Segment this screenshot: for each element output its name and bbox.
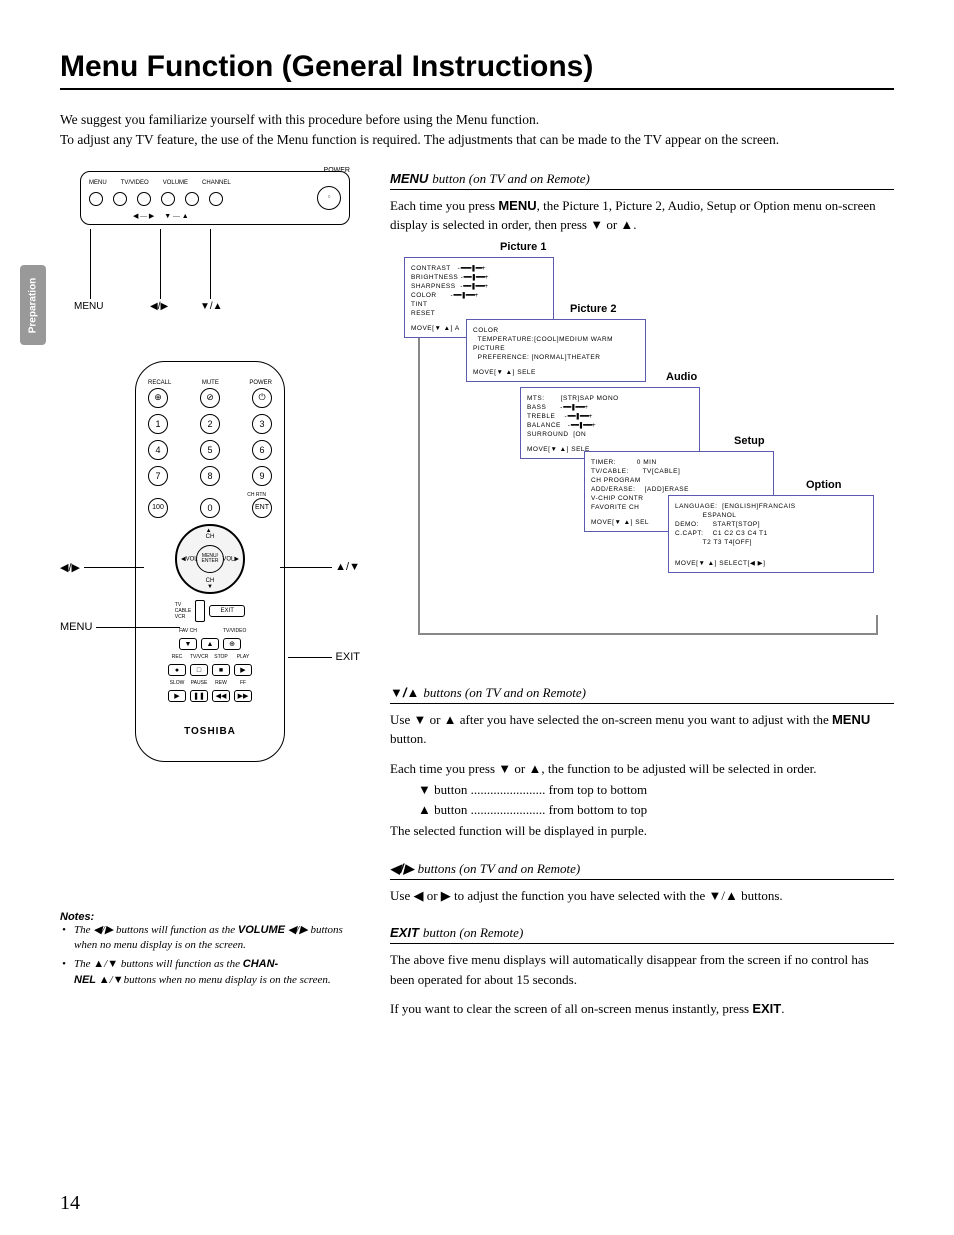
picture2-title: Picture 2 bbox=[570, 303, 616, 315]
tv-ch-down[interactable] bbox=[185, 192, 199, 206]
brand-label: TOSHIBA bbox=[148, 726, 272, 737]
ud-p1: Use ▼ or ▲ after you have selected the o… bbox=[390, 710, 894, 749]
picture1-title: Picture 1 bbox=[500, 241, 546, 253]
option-menu: LANGUAGE: [ENGLISH]FRANCAIS ESPANOL DEMO… bbox=[668, 495, 874, 574]
ud-p2: Each time you press ▼ or ▲, the function… bbox=[390, 759, 894, 779]
remote-diagram: ◀/▶ MENU ▲/▼ EXIT RECALLMUTEPOWER ⊕ ⊘ ⏻ … bbox=[60, 361, 360, 901]
audio-menu: MTS: [STR]SAP MONO BASS -▪▪▪▪▪▪❚▪▪▪▪▪▪▪+… bbox=[520, 387, 700, 460]
favch-up[interactable]: ▲ bbox=[201, 638, 219, 650]
menu-cascade: Picture 1 CONTRAST -▪▪▪▪▪▪▪▪❚▪▪▪▪▪+ BRIG… bbox=[390, 245, 894, 665]
lr-p: Use ◀ or ▶ to adjust the function you ha… bbox=[390, 886, 894, 906]
callout-menu-remote: MENU bbox=[60, 621, 92, 633]
tv-vol-down[interactable] bbox=[137, 192, 151, 206]
key-7[interactable]: 7 bbox=[148, 466, 168, 486]
page-title: Menu Function (General Instructions) bbox=[60, 50, 894, 90]
callout-ud-remote: ▲/▼ bbox=[335, 561, 360, 573]
picture2-menu: COLOR TEMPERATURE:[COOL]MEDIUM WARM PICT… bbox=[466, 319, 646, 382]
exit-button[interactable]: EXIT bbox=[209, 605, 245, 617]
setup-title: Setup bbox=[734, 435, 765, 447]
key-4[interactable]: 4 bbox=[148, 440, 168, 460]
key-2[interactable]: 2 bbox=[200, 414, 220, 434]
exit-p2: If you want to clear the screen of all o… bbox=[390, 999, 894, 1019]
key-8[interactable]: 8 bbox=[200, 466, 220, 486]
rew-button[interactable]: ◀◀ bbox=[212, 690, 230, 702]
option-title: Option bbox=[806, 479, 841, 491]
tvvideo-button[interactable]: ⊕ bbox=[223, 638, 241, 650]
key-1[interactable]: 1 bbox=[148, 414, 168, 434]
notes-list: The ◀/▶ buttons will function as the VOL… bbox=[60, 923, 360, 989]
tv-panel-diagram: POWER MENUTV/VIDEOVOLUMECHANNEL bbox=[60, 171, 360, 321]
ud-li2: ▲ button ....................... from bo… bbox=[418, 800, 894, 820]
nav-ring[interactable]: MENU/ ENTER ▲CH CH▼ ◀VOL VOL▶ bbox=[175, 524, 245, 594]
rec-button[interactable]: ● bbox=[168, 664, 186, 676]
audio-title: Audio bbox=[666, 371, 697, 383]
tv-menu-button[interactable] bbox=[89, 192, 103, 206]
note-2: The ▲/▼ buttons will function as the CHA… bbox=[74, 957, 360, 988]
pause-button[interactable]: ❚❚ bbox=[190, 690, 208, 702]
switch-vcr: VCR bbox=[175, 614, 191, 620]
page-number: 14 bbox=[60, 1192, 80, 1215]
slow-button[interactable]: ▶ bbox=[168, 690, 186, 702]
ud-li1: ▼ button ....................... from to… bbox=[418, 780, 894, 800]
tv-tvvideo-button[interactable] bbox=[113, 192, 127, 206]
power-button[interactable]: ⏻ bbox=[252, 388, 272, 408]
intro-text: We suggest you familiarize yourself with… bbox=[60, 110, 894, 151]
menu-section-body: Each time you press MENU, the Picture 1,… bbox=[390, 196, 894, 235]
tv-vol-up[interactable] bbox=[161, 192, 175, 206]
remote-body: RECALLMUTEPOWER ⊕ ⊘ ⏻ 123 456 789 CH RTN… bbox=[135, 361, 285, 762]
play-button[interactable]: ▶ bbox=[234, 664, 252, 676]
mute-button[interactable]: ⊘ bbox=[200, 388, 220, 408]
menu-section-head: MENU button (on TV and on Remote) bbox=[390, 171, 894, 190]
ff-button[interactable]: ▶▶ bbox=[234, 690, 252, 702]
menu-enter-button[interactable]: MENU/ ENTER bbox=[196, 545, 224, 573]
favch-down[interactable]: ▼ bbox=[179, 638, 197, 650]
recall-button[interactable]: ⊕ bbox=[148, 388, 168, 408]
ud-section-head: ▼/▲ buttons (on TV and on Remote) bbox=[390, 685, 894, 704]
tvvcr-button[interactable]: □ bbox=[190, 664, 208, 676]
lr-section-head: ◀/▶ buttons (on TV and on Remote) bbox=[390, 861, 894, 880]
tv-ch-up[interactable] bbox=[209, 192, 223, 206]
callout-exit-remote: EXIT bbox=[336, 651, 360, 663]
callout-ud: ▼/▲ bbox=[200, 301, 223, 312]
notes-heading: Notes: bbox=[60, 911, 360, 923]
key-3[interactable]: 3 bbox=[252, 414, 272, 434]
exit-section-head: EXIT button (on Remote) bbox=[390, 925, 894, 944]
stop-button[interactable]: ■ bbox=[212, 664, 230, 676]
tv-power-button[interactable]: ○ bbox=[317, 186, 341, 210]
callout-menu: MENU bbox=[74, 301, 103, 312]
mode-switch[interactable] bbox=[195, 600, 205, 622]
note-1: The ◀/▶ buttons will function as the VOL… bbox=[74, 923, 360, 954]
key-ent[interactable]: ENT bbox=[252, 498, 272, 518]
key-100[interactable]: 100 bbox=[148, 498, 168, 518]
ud-p3: The selected function will be displayed … bbox=[390, 821, 894, 841]
callout-lr-remote: ◀/▶ bbox=[60, 561, 80, 574]
key-6[interactable]: 6 bbox=[252, 440, 272, 460]
exit-p1: The above five menu displays will automa… bbox=[390, 950, 894, 989]
key-0[interactable]: 0 bbox=[200, 498, 220, 518]
callout-lr: ◀/▶ bbox=[150, 301, 168, 312]
switch-cable: CABLE bbox=[175, 608, 191, 614]
key-5[interactable]: 5 bbox=[200, 440, 220, 460]
key-9[interactable]: 9 bbox=[252, 466, 272, 486]
